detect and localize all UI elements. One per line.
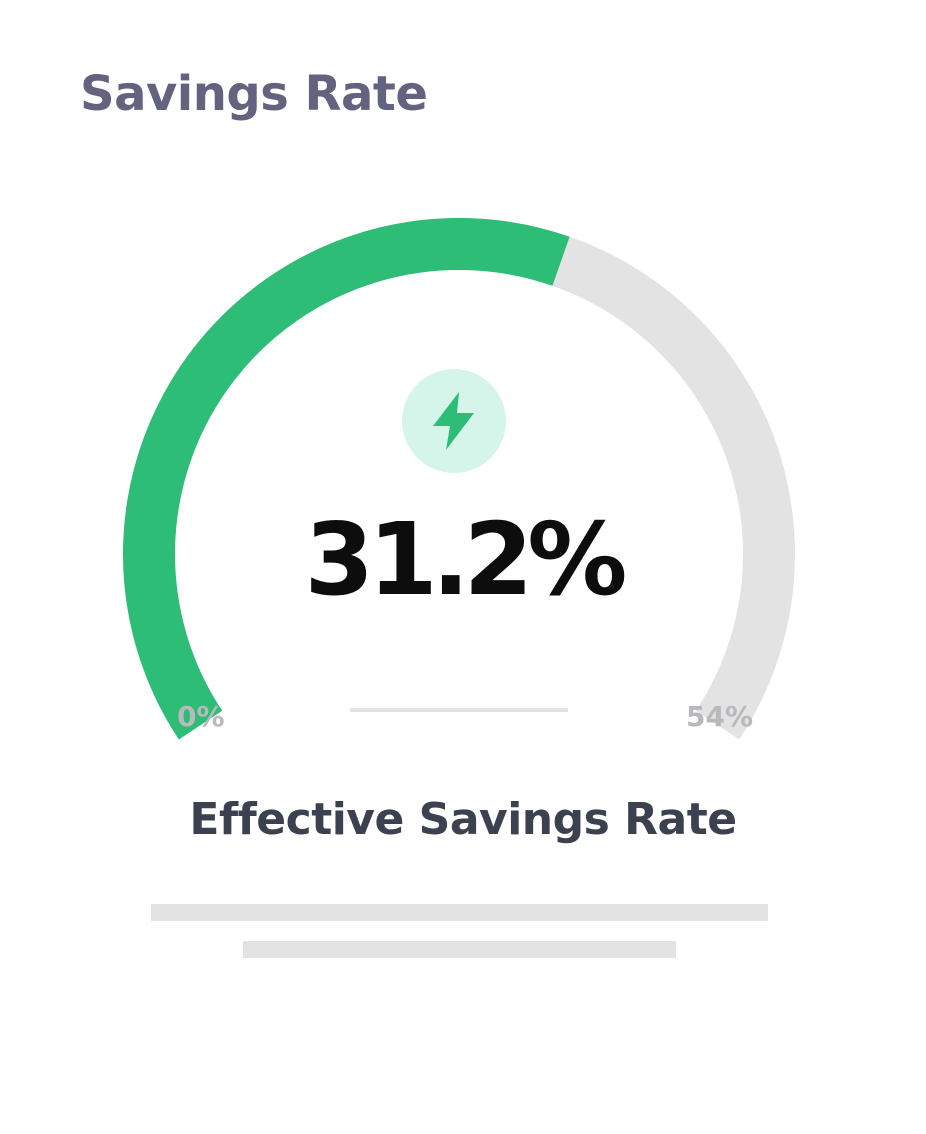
- gauge-max-label: 54%: [686, 700, 754, 733]
- page-title: Savings Rate: [80, 66, 428, 122]
- gauge-min-label: 0%: [177, 700, 225, 733]
- gauge-fill: [123, 218, 570, 740]
- gauge-caption: Effective Savings Rate: [189, 794, 737, 845]
- placeholder-text-line: [243, 941, 676, 958]
- lightning-icon: [433, 392, 474, 450]
- savings-rate-value: 31.2%: [304, 501, 628, 618]
- divider-line: [350, 708, 568, 712]
- placeholder-text-line: [151, 904, 768, 921]
